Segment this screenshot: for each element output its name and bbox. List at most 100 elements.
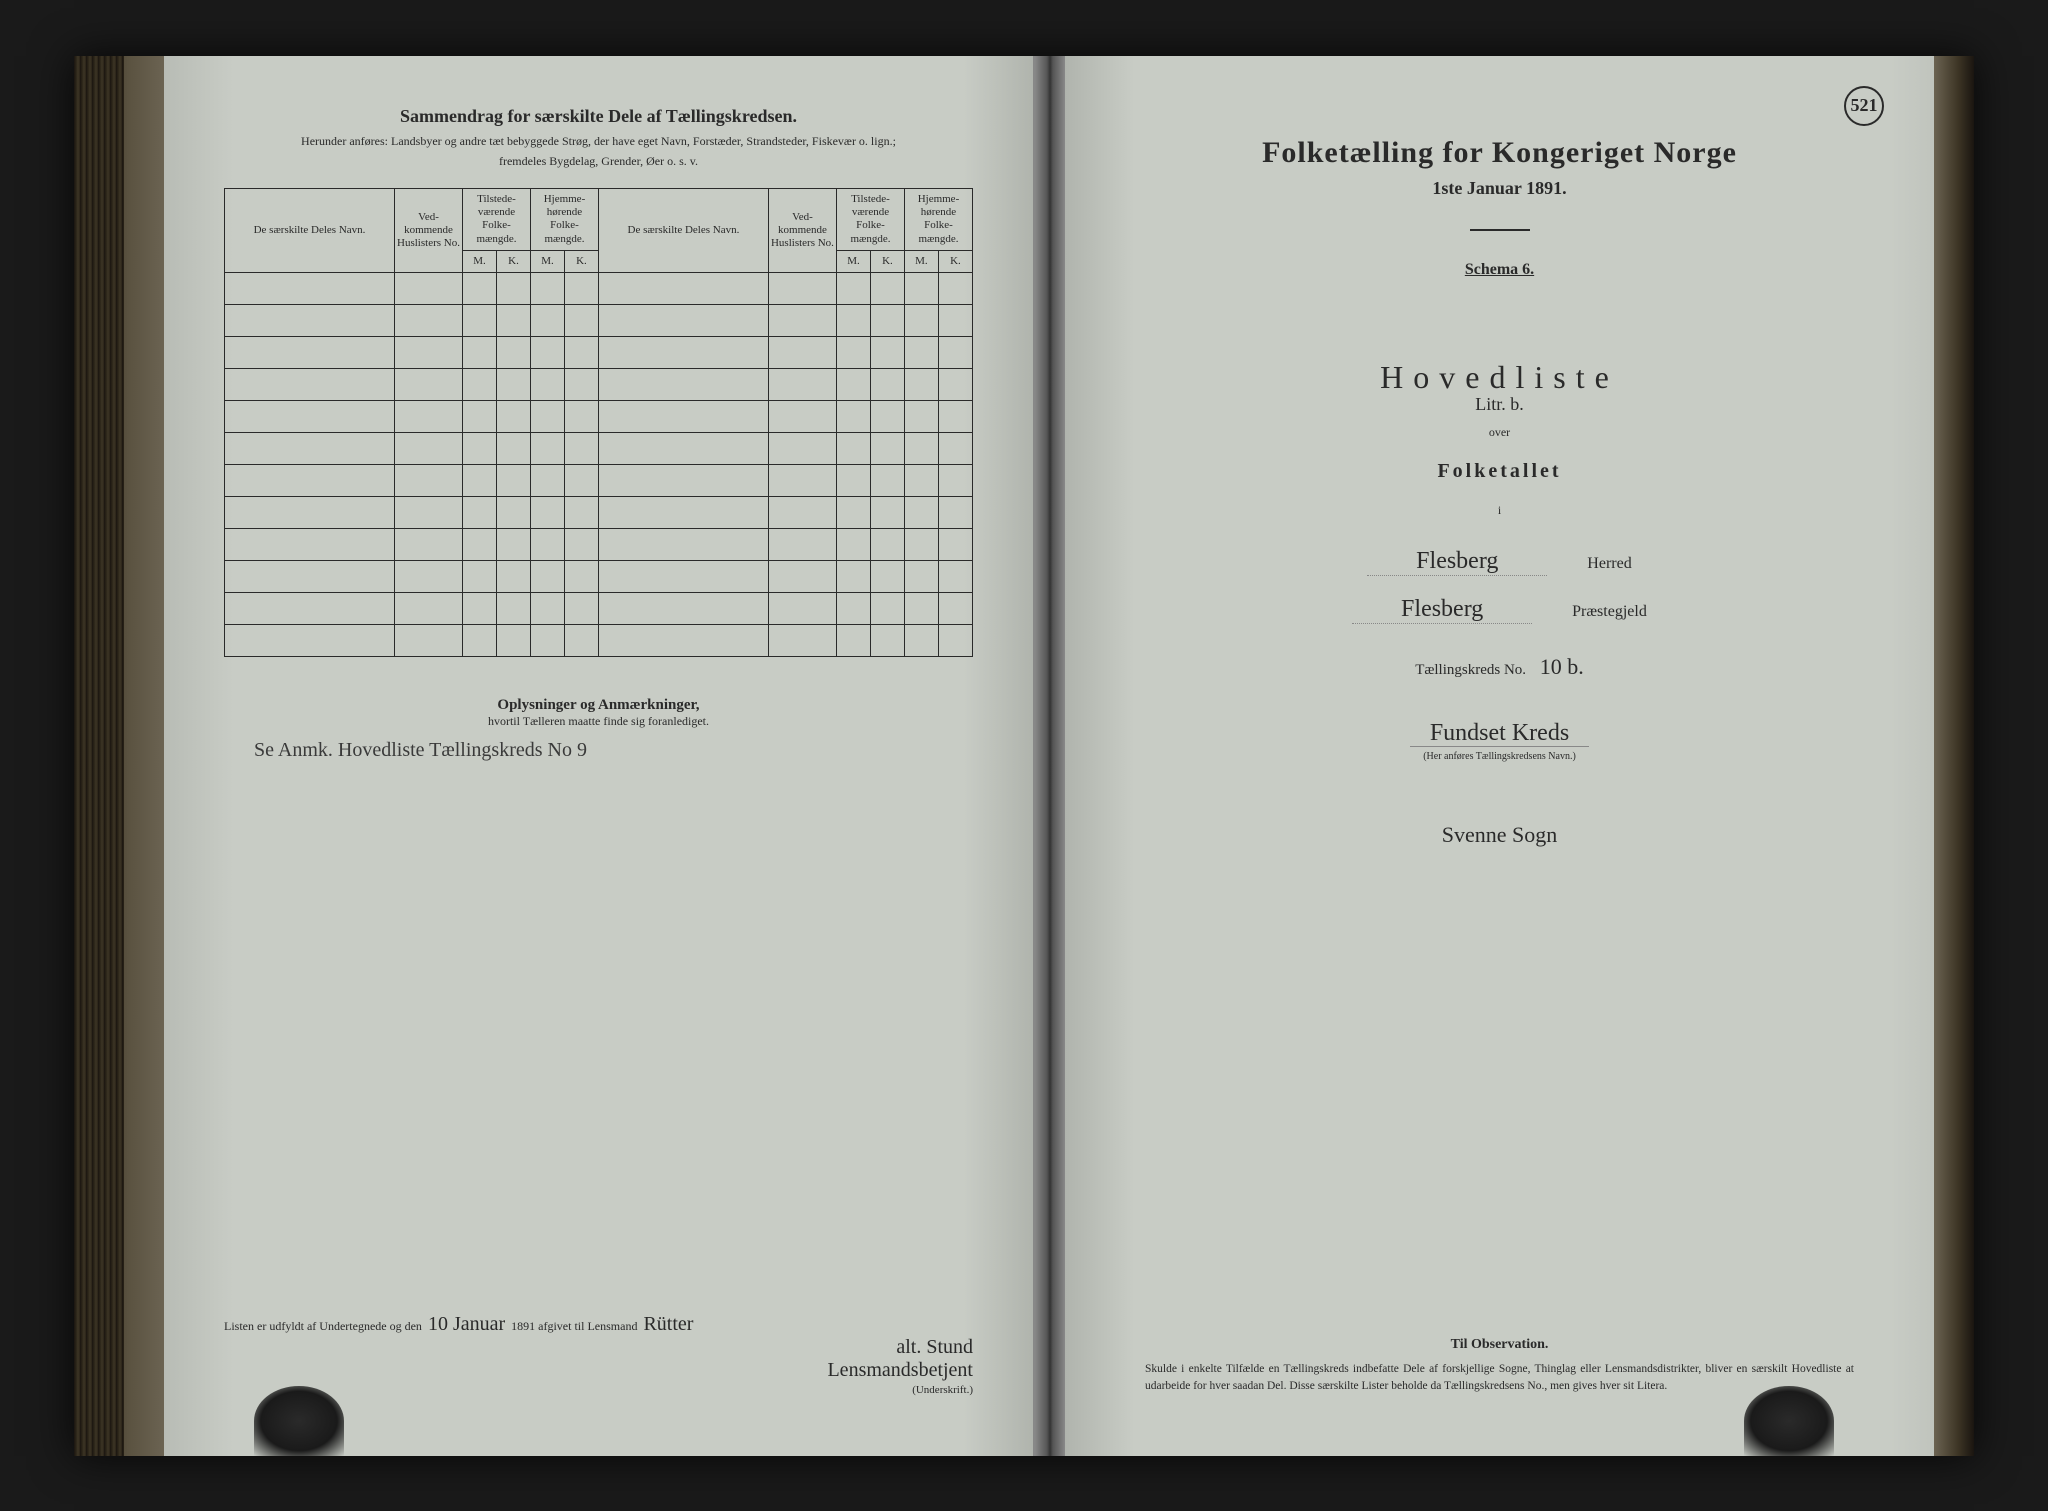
table-cell bbox=[768, 465, 836, 497]
hovedliste-litera: Litr. b. bbox=[1125, 394, 1874, 415]
table-cell bbox=[938, 497, 972, 529]
table-cell bbox=[463, 593, 497, 625]
remarks-title: Oplysninger og Anmærkninger, bbox=[224, 697, 973, 714]
observation-title: Til Observation. bbox=[1145, 1337, 1854, 1353]
table-cell bbox=[225, 497, 395, 529]
table-cell bbox=[564, 561, 598, 593]
praestegjeld-label: Præstegjeld bbox=[1572, 603, 1647, 621]
table-cell bbox=[870, 625, 904, 657]
signature-block: Listen er udfyldt af Undertegnede og den… bbox=[224, 1313, 973, 1396]
table-cell bbox=[598, 273, 768, 305]
table-row bbox=[225, 593, 973, 625]
sign-year: 1891 afgivet til Lensmand bbox=[511, 1319, 637, 1334]
sign-role: Lensmandsbetjent bbox=[224, 1359, 973, 1382]
col-k: K. bbox=[564, 250, 598, 272]
table-cell bbox=[870, 337, 904, 369]
table-cell bbox=[564, 625, 598, 657]
table-cell bbox=[497, 337, 531, 369]
table-cell bbox=[497, 561, 531, 593]
table-cell bbox=[768, 401, 836, 433]
table-cell bbox=[497, 305, 531, 337]
table-cell bbox=[870, 433, 904, 465]
table-cell bbox=[938, 625, 972, 657]
table-row bbox=[225, 369, 973, 401]
table-cell bbox=[836, 337, 870, 369]
table-cell bbox=[530, 529, 564, 561]
table-cell bbox=[904, 305, 938, 337]
table-cell bbox=[768, 273, 836, 305]
table-cell bbox=[564, 593, 598, 625]
kreds-name-row: Fundset Kreds bbox=[1125, 720, 1874, 747]
table-cell bbox=[836, 305, 870, 337]
table-cell bbox=[768, 337, 836, 369]
i-label: i bbox=[1125, 503, 1874, 518]
table-row bbox=[225, 497, 973, 529]
table-cell bbox=[497, 369, 531, 401]
col-hjemme-2: Hjemme-hørende Folke-mængde. bbox=[904, 189, 972, 251]
table-cell bbox=[836, 465, 870, 497]
table-cell bbox=[530, 625, 564, 657]
table-cell bbox=[395, 561, 463, 593]
table-cell bbox=[564, 401, 598, 433]
praestegjeld-row: Flesberg Præstegjeld bbox=[1125, 596, 1874, 624]
table-cell bbox=[768, 497, 836, 529]
table-cell bbox=[870, 529, 904, 561]
folketallet-heading: Folketallet bbox=[1125, 460, 1874, 483]
table-cell bbox=[904, 401, 938, 433]
table-cell bbox=[497, 433, 531, 465]
table-row bbox=[225, 433, 973, 465]
table-cell bbox=[938, 337, 972, 369]
table-cell bbox=[463, 401, 497, 433]
herred-value: Flesberg bbox=[1367, 548, 1547, 576]
table-cell bbox=[598, 497, 768, 529]
table-cell bbox=[768, 625, 836, 657]
col-no-2: Ved-kommende Huslisters No. bbox=[768, 189, 836, 273]
table-cell bbox=[938, 433, 972, 465]
sign-name: Rütter bbox=[643, 1313, 693, 1336]
table-cell bbox=[564, 337, 598, 369]
table-cell bbox=[598, 337, 768, 369]
table-cell bbox=[938, 465, 972, 497]
census-date: 1ste Januar 1891. bbox=[1125, 178, 1874, 199]
ledger-header: De særskilte Deles Navn. Ved-kommende Hu… bbox=[225, 189, 973, 273]
praestegjeld-value: Flesberg bbox=[1352, 596, 1532, 624]
table-cell bbox=[530, 593, 564, 625]
table-cell bbox=[598, 305, 768, 337]
left-page: Sammendrag for særskilte Dele af Tælling… bbox=[164, 56, 1035, 1456]
table-cell bbox=[768, 369, 836, 401]
kreds-no-row: Tællingskreds No. 10 b. bbox=[1125, 654, 1874, 680]
table-cell bbox=[938, 529, 972, 561]
table-row bbox=[225, 273, 973, 305]
col-k: K. bbox=[497, 250, 531, 272]
table-cell bbox=[564, 305, 598, 337]
table-row bbox=[225, 305, 973, 337]
table-cell bbox=[836, 273, 870, 305]
col-tilstede-2: Tilstede-værende Folke-mængde. bbox=[836, 189, 904, 251]
table-cell bbox=[836, 433, 870, 465]
table-cell bbox=[598, 465, 768, 497]
table-cell bbox=[836, 401, 870, 433]
remarks-block: Oplysninger og Anmærkninger, hvortil Tæl… bbox=[224, 697, 973, 762]
table-cell bbox=[938, 401, 972, 433]
kreds-no-label: Tællingskreds No. bbox=[1415, 662, 1526, 678]
thumb-shadow-right bbox=[1744, 1386, 1834, 1456]
table-cell bbox=[530, 465, 564, 497]
table-cell bbox=[530, 401, 564, 433]
table-cell bbox=[904, 625, 938, 657]
table-cell bbox=[530, 305, 564, 337]
left-page-subtitle-1: Herunder anføres: Landsbyer og andre tæt… bbox=[224, 133, 973, 150]
table-cell bbox=[870, 497, 904, 529]
sign-prefix: Listen er udfyldt af Undertegnede og den bbox=[224, 1319, 422, 1334]
table-cell bbox=[395, 593, 463, 625]
table-cell bbox=[836, 593, 870, 625]
ledger-body bbox=[225, 273, 973, 657]
table-cell bbox=[564, 465, 598, 497]
table-cell bbox=[836, 625, 870, 657]
table-cell bbox=[564, 529, 598, 561]
table-cell bbox=[225, 337, 395, 369]
thumb-shadow-left bbox=[254, 1386, 344, 1456]
col-name-1: De særskilte Deles Navn. bbox=[225, 189, 395, 273]
book-spine-right bbox=[1934, 56, 1974, 1456]
table-cell bbox=[395, 625, 463, 657]
table-cell bbox=[904, 337, 938, 369]
